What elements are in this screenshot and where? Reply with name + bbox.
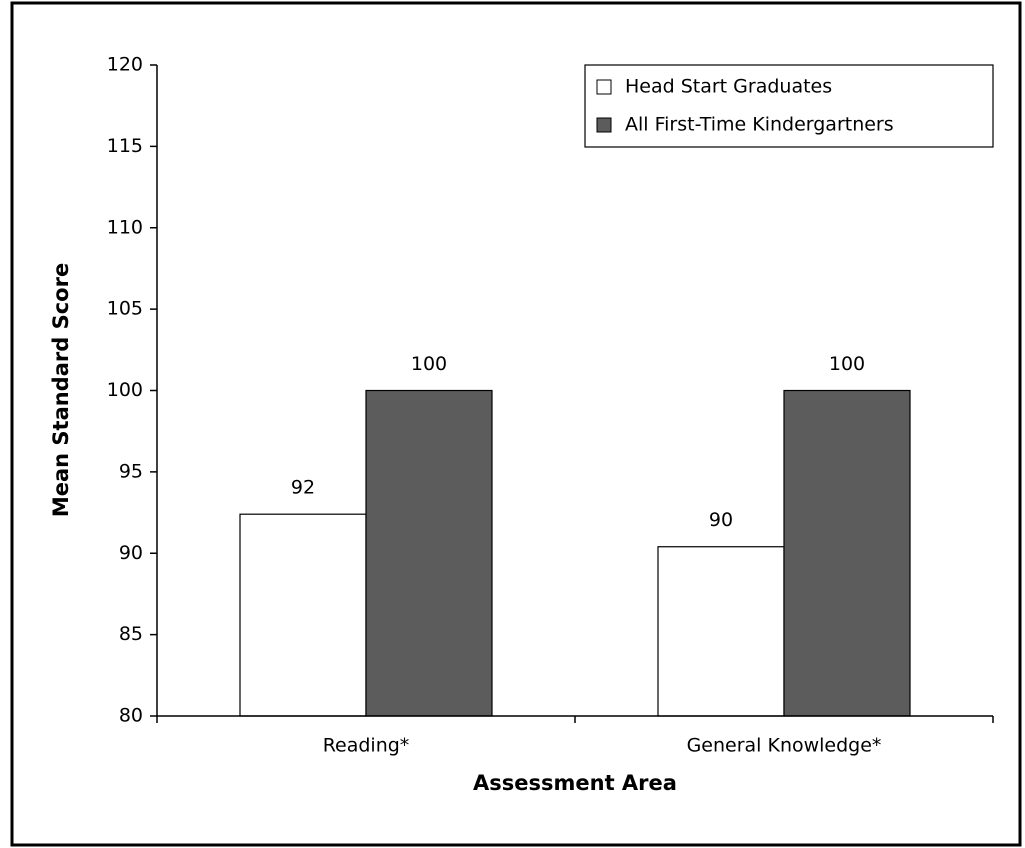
bar (657, 546, 785, 717)
y-tick-label: 100 (107, 379, 143, 401)
x-tick-label: General Knowledge* (687, 735, 882, 757)
legend-swatch (596, 79, 612, 95)
x-tick-label: Reading* (323, 735, 410, 757)
legend-swatch (596, 117, 612, 133)
data-label: 90 (709, 509, 733, 531)
y-tick-label: 110 (107, 216, 143, 238)
y-axis-title: Mean Standard Score (49, 263, 73, 517)
legend-label: All First-Time Kindergartners (625, 114, 894, 136)
y-tick-label: 90 (119, 542, 143, 564)
bar (783, 389, 911, 717)
y-tick-label: 95 (119, 460, 143, 482)
bar (239, 513, 367, 717)
y-tick-label: 115 (107, 135, 143, 157)
y-tick-label: 80 (119, 705, 143, 727)
x-axis-title: Assessment Area (473, 771, 677, 795)
data-label: 100 (411, 353, 447, 375)
legend-label: Head Start Graduates (625, 76, 832, 98)
y-tick-label: 105 (107, 298, 143, 320)
y-tick-label: 85 (119, 623, 143, 645)
data-label: 92 (291, 477, 315, 499)
legend-box (584, 64, 994, 148)
bar (365, 389, 493, 717)
y-tick-label: 120 (107, 54, 143, 76)
data-label: 100 (829, 353, 865, 375)
